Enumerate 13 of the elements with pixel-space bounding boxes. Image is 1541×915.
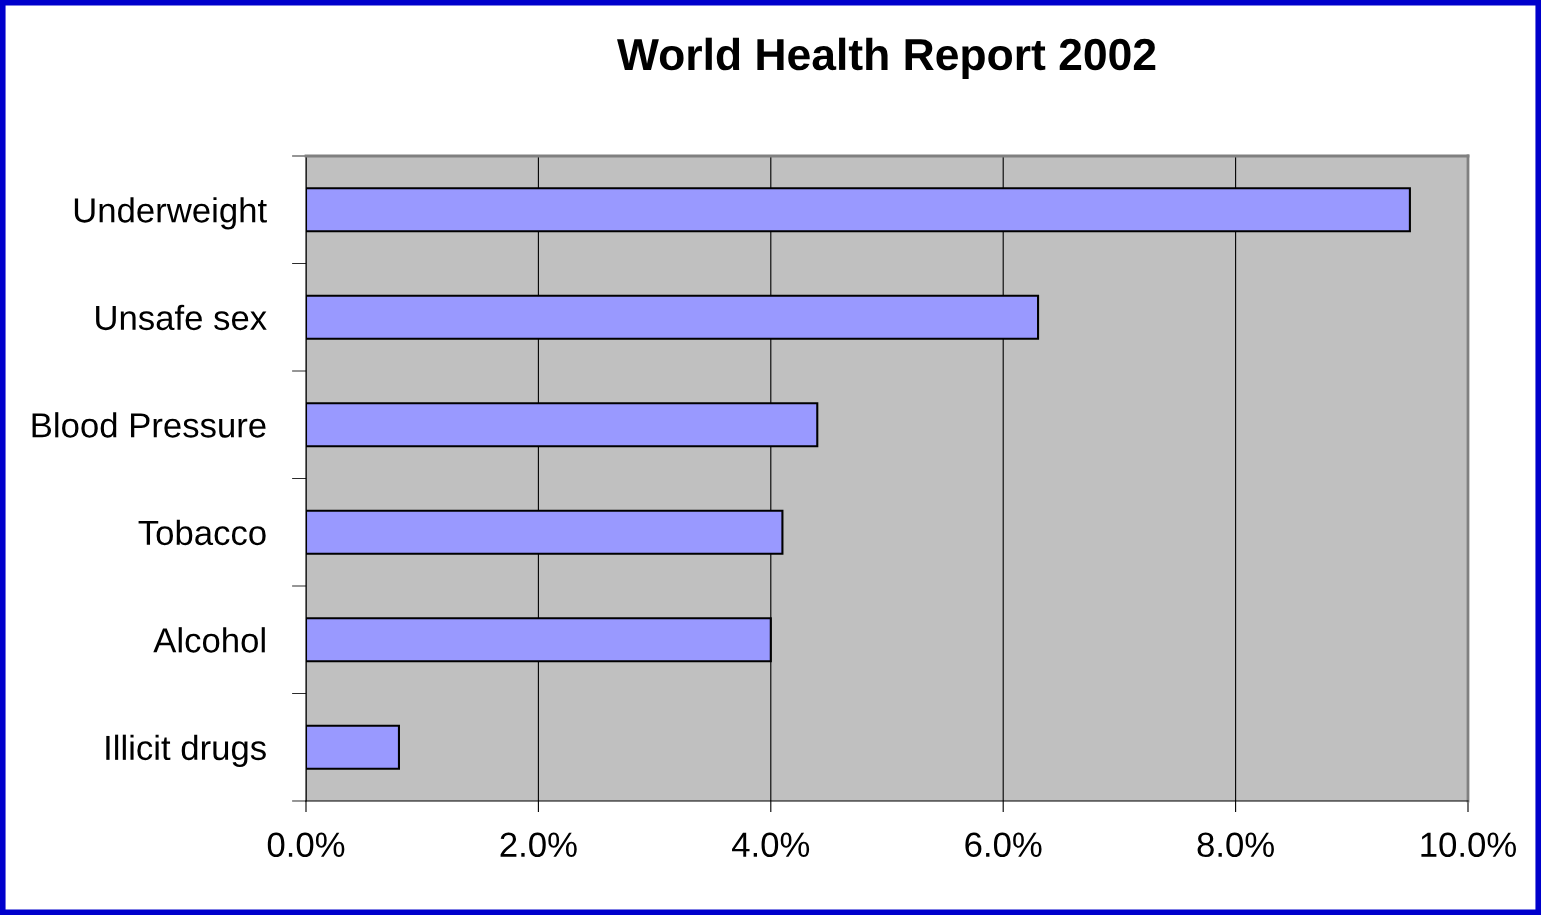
y-tick-label: Blood Pressure xyxy=(32,412,266,438)
y-tick-label: Tobacco xyxy=(138,519,266,546)
y-tick-label: Alcohol xyxy=(153,627,265,653)
y-tick-label: Underweight xyxy=(74,197,267,230)
x-tick-label: 2.0% xyxy=(500,832,577,858)
x-tick-label: 8.0% xyxy=(1197,832,1274,858)
x-tick-label: 4.0% xyxy=(732,832,810,858)
x-tick-label: 10.0% xyxy=(1421,832,1516,858)
y-tick-label: Unsafe sex xyxy=(96,304,267,331)
x-tick-label: 6.0% xyxy=(965,832,1042,858)
chart-title: World Health Report 2002 xyxy=(617,37,1156,80)
y-tick-label: Illicit drugs xyxy=(106,734,266,768)
x-tick-label: 0.0% xyxy=(267,832,345,858)
